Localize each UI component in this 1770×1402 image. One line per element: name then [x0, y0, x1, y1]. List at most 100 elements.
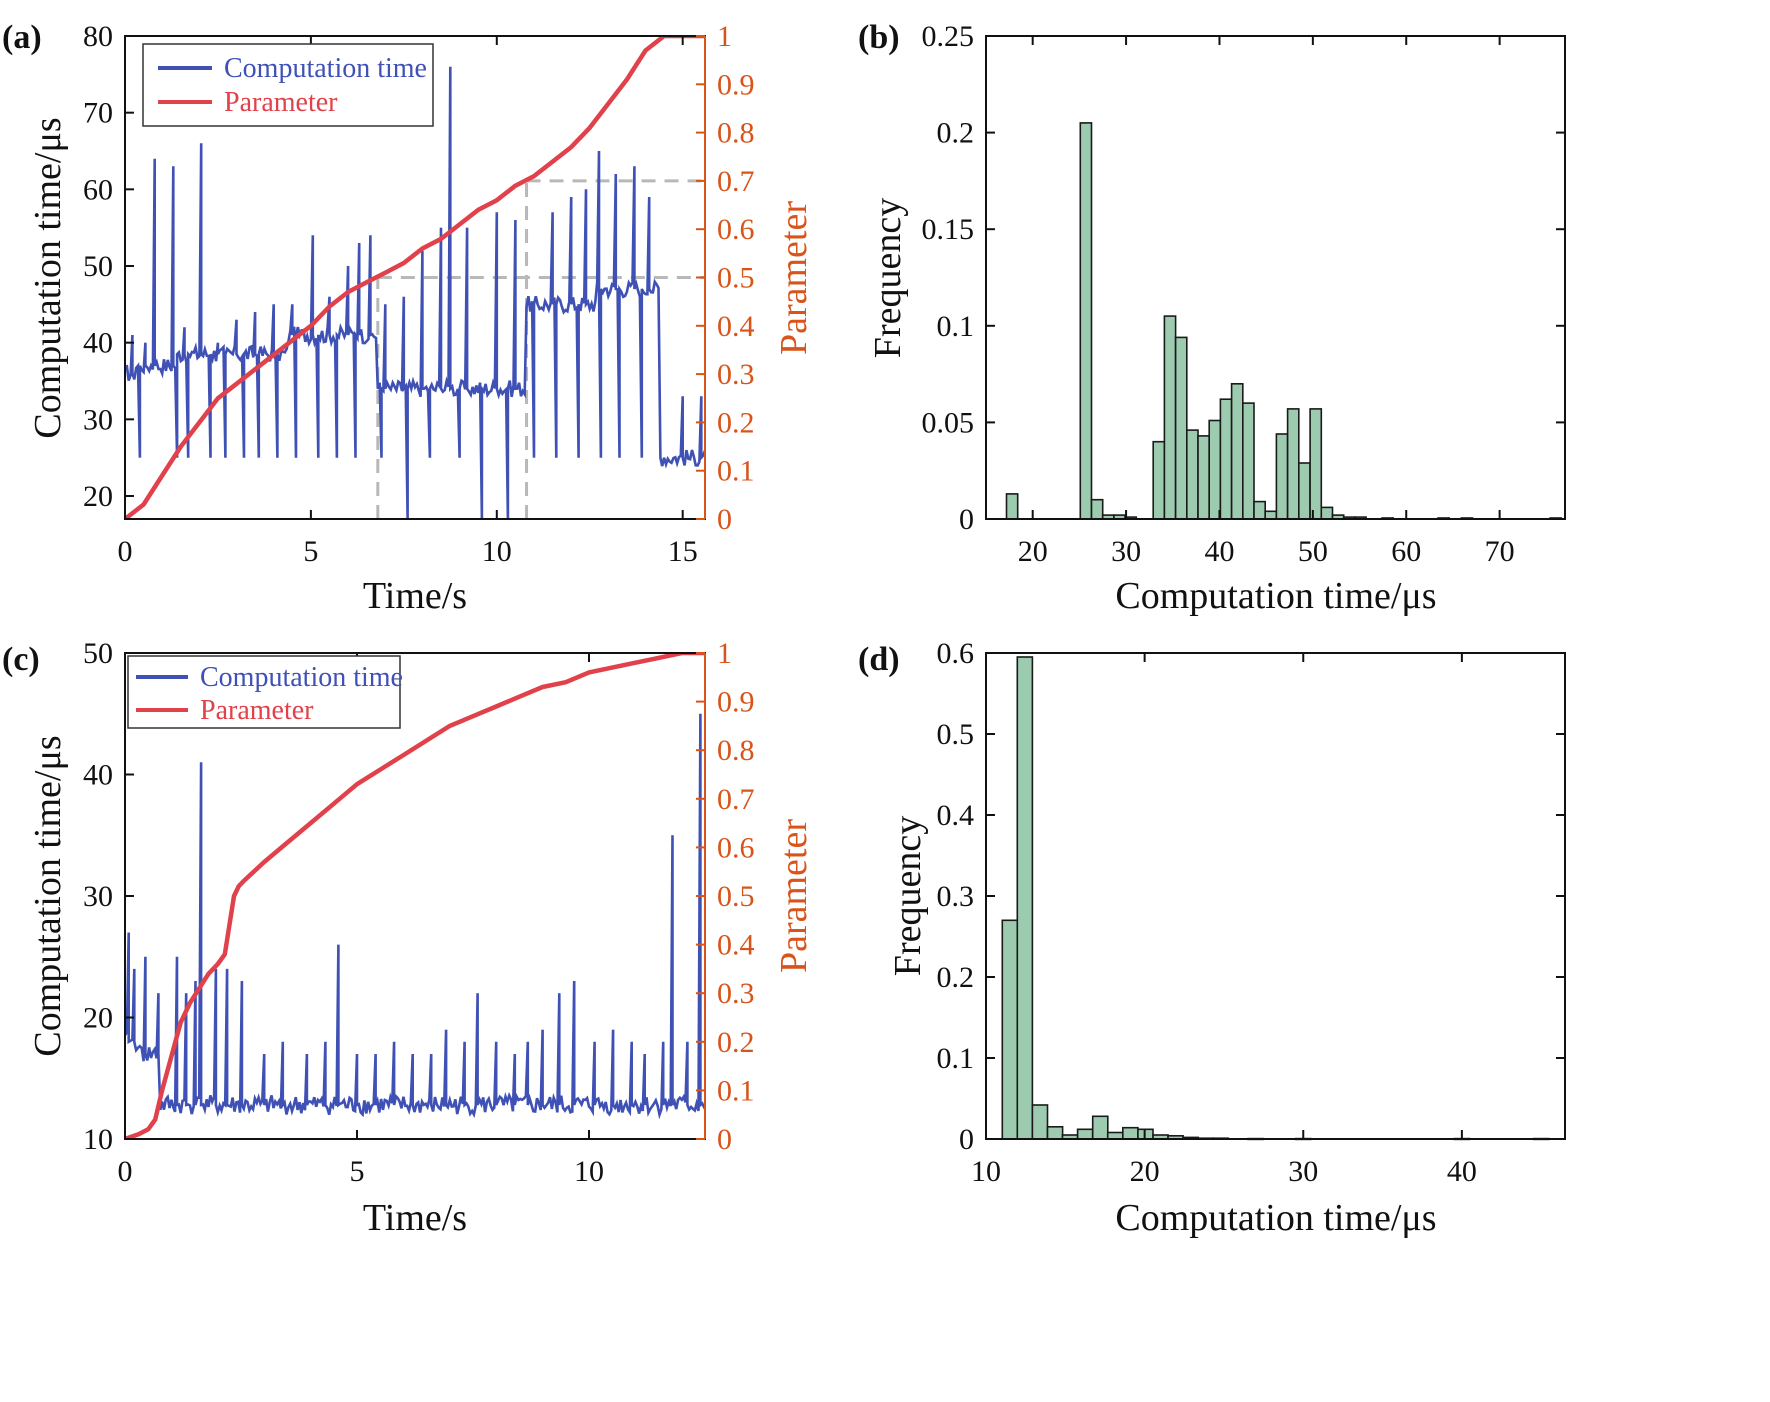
y-tick-label: 0.6: [937, 637, 975, 670]
y2-tick-label: 0: [717, 503, 732, 536]
y-tick-label: 80: [83, 20, 113, 53]
y2-ticks: 0 0.1 0.2 0.3 0.4 0.5 0.6 0.7 0.8 0.9 1: [696, 637, 755, 1156]
y-tick-label: 10: [83, 1123, 113, 1156]
y2-axis-label: Parameter: [773, 201, 815, 355]
histogram-bar: [1298, 462, 1311, 520]
y2-tick-label: 0.1: [717, 455, 755, 488]
y2-tick-label: 0: [717, 1123, 732, 1156]
histogram-bar: [1016, 656, 1034, 1140]
y-tick-label: 0.4: [937, 799, 975, 832]
histogram-bar: [1219, 398, 1233, 520]
histogram-bar: [1091, 1115, 1109, 1140]
x-tick-label: 0: [118, 535, 133, 568]
legend-box: [142, 43, 434, 127]
y-tick-label: 20: [83, 480, 113, 513]
x-ticks: 10 20 30 40: [971, 653, 1477, 1188]
y2-tick-label: 0.7: [717, 783, 755, 816]
y2-tick-label: 0.3: [717, 358, 755, 391]
x-tick-label: 5: [350, 1155, 365, 1188]
y-axis-label: Frequency: [887, 816, 929, 976]
x-ticks: 20 30 40 50 60 70: [1018, 36, 1515, 568]
histogram-bar: [1122, 1126, 1139, 1140]
histogram-bar: [1163, 315, 1177, 520]
histogram-bar: [1186, 429, 1199, 520]
y2-tick-label: 0.8: [717, 734, 755, 767]
y2-tick-label: 0.9: [717, 686, 755, 719]
y2-tick-label: 0.8: [717, 117, 755, 150]
y-tick-label: 0.1: [937, 310, 975, 343]
y2-tick-label: 0.1: [717, 1074, 755, 1107]
computation-time-line: [125, 66, 705, 519]
y-tick-label: 30: [83, 880, 113, 913]
y-tick-label: 0.5: [937, 718, 975, 751]
legend-label-computation: Computation time: [224, 53, 427, 84]
y-tick-label: 40: [83, 759, 113, 792]
x-axis-label: Time/s: [363, 575, 467, 617]
histogram-bar: [1001, 919, 1019, 1140]
legend-label-computation: Computation time: [200, 662, 403, 693]
legend: Computation time Parameter: [127, 655, 403, 729]
y2-tick-label: 0.4: [717, 929, 755, 962]
computation-time-series: [125, 713, 705, 1120]
x-tick-label: 10: [482, 535, 512, 568]
y2-tick-label: 0.7: [717, 165, 755, 198]
y-tick-label: 40: [83, 327, 113, 360]
panel-label-c: (c): [2, 641, 40, 678]
y2-axis-label: Parameter: [773, 819, 815, 973]
legend: Computation time Parameter: [142, 43, 434, 127]
y-ticks: 0 0.05 0.1 0.15 0.2 0.25: [922, 20, 1565, 536]
x-tick-label: 40: [1447, 1155, 1477, 1188]
legend-box: [127, 655, 401, 729]
plot-frame: [985, 35, 1566, 520]
y-axis-label: Frequency: [867, 198, 909, 358]
y2-tick-label: 0.6: [717, 831, 755, 864]
panel-label-d: (d): [858, 641, 900, 678]
y2-ticks: 0 0.1 0.2 0.3 0.4 0.5 0.6 0.7 0.8 0.9 1: [696, 20, 755, 536]
histogram-bar: [1152, 440, 1166, 520]
x-tick-label: 30: [1111, 535, 1141, 568]
panel-label-b: (b): [858, 19, 900, 56]
x-tick-label: 50: [1298, 535, 1328, 568]
histogram-bar: [1286, 408, 1300, 520]
computation-time-line: [125, 713, 705, 1120]
histogram-bar: [1031, 1104, 1049, 1140]
histogram-bar: [1005, 493, 1019, 520]
x-tick-label: 10: [971, 1155, 1001, 1188]
y2-tick-label: 0.2: [717, 1026, 755, 1059]
legend-label-parameter: Parameter: [224, 87, 338, 118]
y-tick-label: 60: [83, 173, 113, 206]
histogram-bar: [1174, 336, 1188, 520]
y2-tick-label: 0.3: [717, 977, 755, 1010]
histogram-bar: [1090, 498, 1104, 520]
histogram-bar: [1197, 435, 1210, 520]
histogram-bar: [1275, 433, 1289, 520]
y-ticks: 10 20 30 40 50: [83, 637, 134, 1156]
parameter-series: [125, 653, 705, 1139]
histogram-bar: [1242, 402, 1255, 520]
y2-tick-label: 0.4: [717, 310, 755, 343]
y2-tick-label: 0.5: [717, 880, 755, 913]
y-tick-label: 50: [83, 250, 113, 283]
histogram-bar: [1208, 419, 1222, 520]
x-tick-label: 10: [574, 1155, 604, 1188]
x-ticks: 0 5 10 15: [118, 36, 698, 568]
guide-lines: [376, 179, 705, 519]
computation-time-series: [125, 66, 705, 519]
y2-tick-label: 0.2: [717, 406, 755, 439]
plot-frame: [985, 652, 1566, 1140]
histogram-bar: [1253, 500, 1266, 520]
x-tick-label: 60: [1391, 535, 1421, 568]
y-axis-label: Computation time/μs: [27, 117, 69, 438]
y-tick-label: 0.3: [937, 880, 975, 913]
parameter-line: [125, 36, 705, 519]
x-tick-label: 20: [1130, 1155, 1160, 1188]
y-tick-label: 50: [83, 637, 113, 670]
parameter-line: [125, 653, 705, 1139]
y-tick-label: 30: [83, 403, 113, 436]
histogram-bars: [1001, 656, 1550, 1141]
panel-d: (d) 10 20 30 40 0 0.1 0.2 0.3 0.4 0.5 0.6 Computa…: [858, 637, 1566, 1239]
x-ticks: 0 5 10: [118, 653, 604, 1188]
y2-tick-label: 0.6: [717, 213, 755, 246]
